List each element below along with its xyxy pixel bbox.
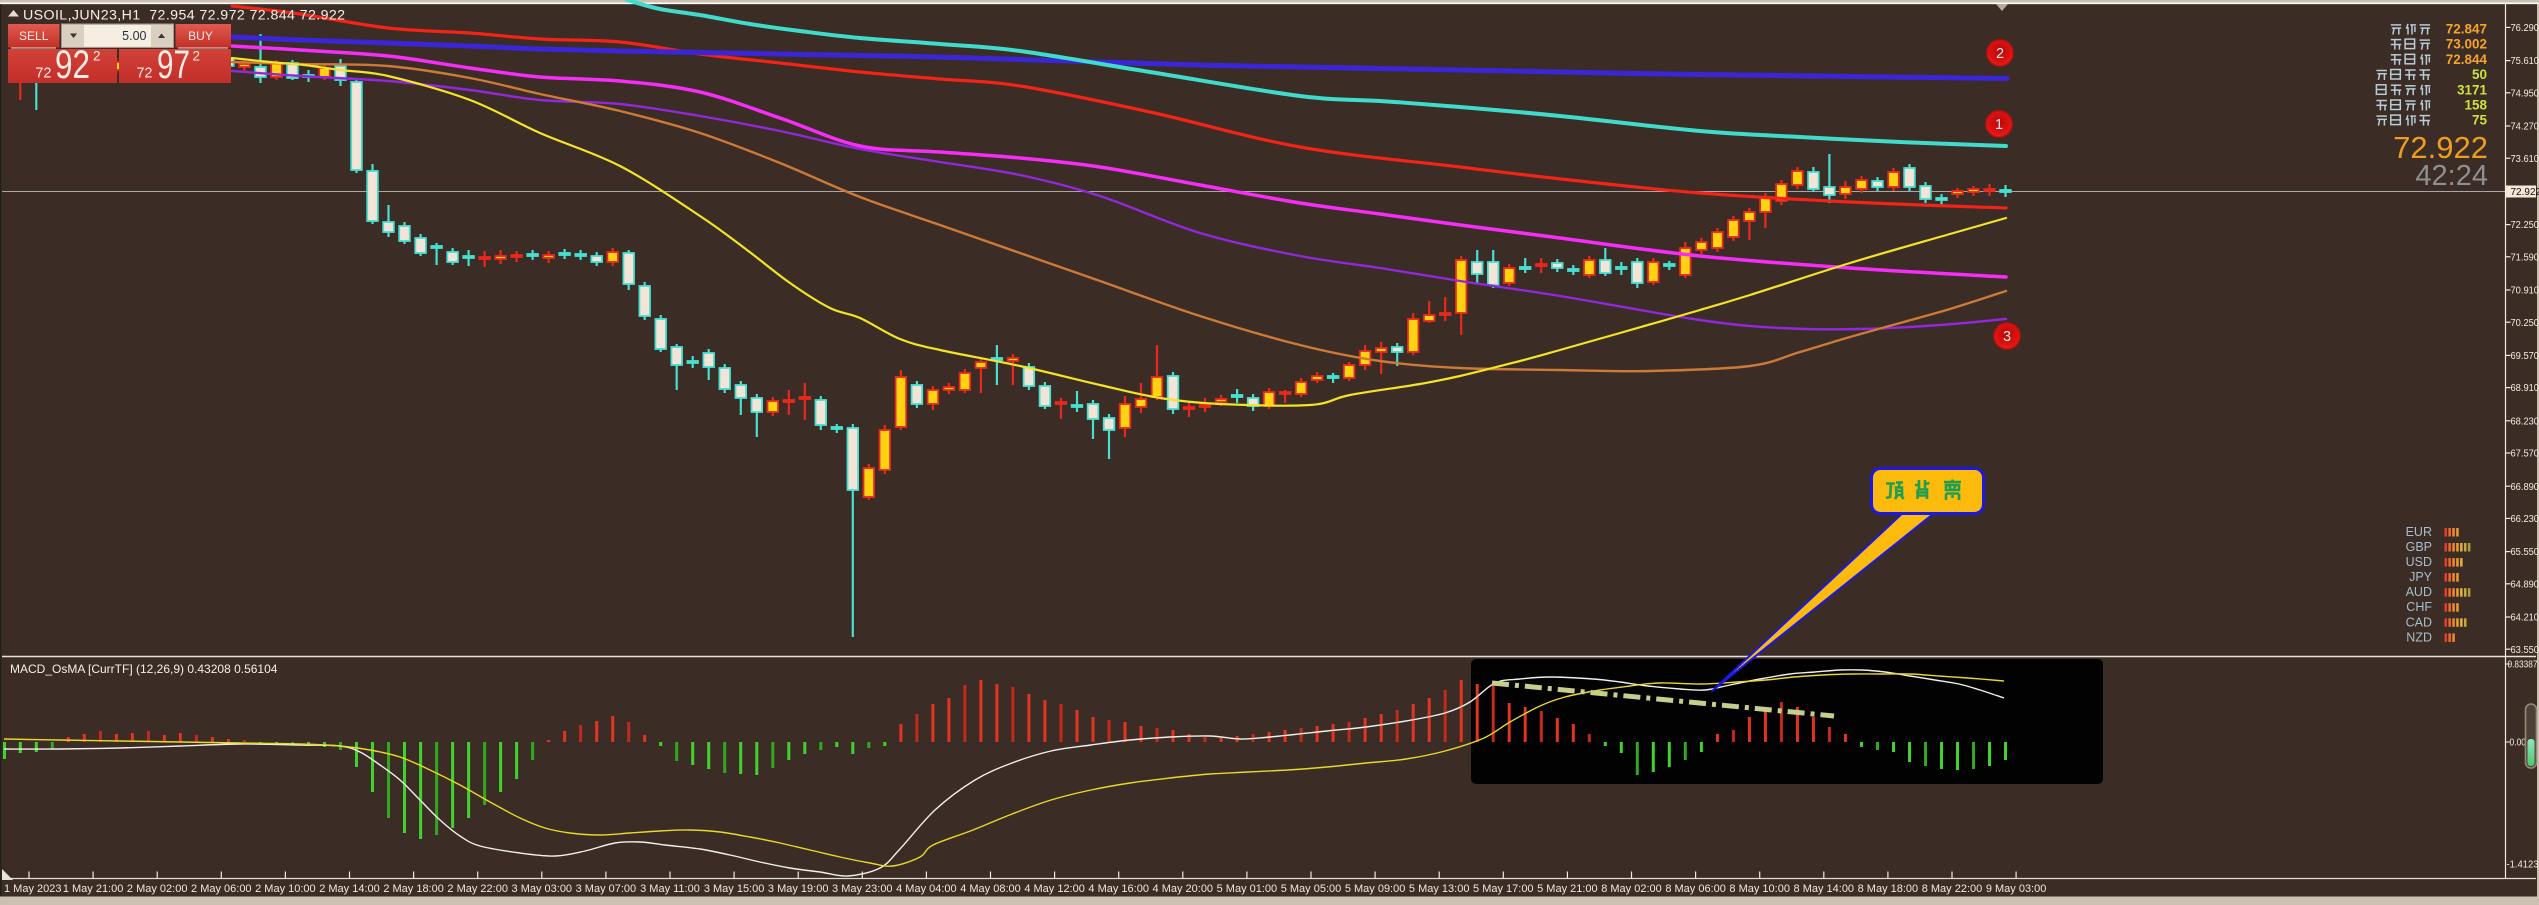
svg-text:2: 2 [193,49,201,64]
svg-text:2: 2 [93,49,101,64]
svg-text:3 May 07:00: 3 May 07:00 [576,883,637,895]
svg-text:67.570: 67.570 [2511,449,2539,460]
svg-text:8 May 10:00: 8 May 10:00 [1729,883,1790,895]
svg-text:USOIL,JUN23,H1 72.954 72.972: USOIL,JUN23,H1 72.954 72.972 72.844 72.9… [23,8,345,24]
svg-text:5 May 13:00: 5 May 13:00 [1409,883,1470,895]
svg-text:4 May 08:00: 4 May 08:00 [960,883,1021,895]
svg-text:3 May 03:00: 3 May 03:00 [512,883,573,895]
svg-text:8 May 22:00: 8 May 22:00 [1922,883,1983,895]
svg-text:73.610: 73.610 [2511,154,2539,165]
svg-text:4 May 12:00: 4 May 12:00 [1024,883,1085,895]
svg-text:2 May 18:00: 2 May 18:00 [383,883,444,895]
svg-text:3 May 19:00: 3 May 19:00 [768,883,829,895]
svg-text:-1.4123: -1.4123 [2507,860,2539,871]
svg-text:76.290: 76.290 [2511,23,2539,34]
svg-text:0.00: 0.00 [2510,738,2527,749]
svg-text:66.230: 66.230 [2511,514,2539,525]
svg-text:4 May 20:00: 4 May 20:00 [1153,883,1214,895]
svg-text:71.590: 71.590 [2511,252,2539,263]
svg-text:70.910: 70.910 [2511,286,2539,297]
svg-text:USD: USD [2406,555,2432,569]
svg-text:72.250: 72.250 [2511,220,2539,231]
svg-text:4 May 16:00: 4 May 16:00 [1088,883,1149,895]
svg-text:8 May 06:00: 8 May 06:00 [1665,883,1726,895]
svg-text:70.250: 70.250 [2511,318,2539,329]
svg-text:8 May 14:00: 8 May 14:00 [1794,883,1855,895]
svg-text:73.002: 73.002 [2446,37,2487,52]
svg-text:75: 75 [2472,113,2488,128]
svg-text:2 May 14:00: 2 May 14:00 [319,883,380,895]
svg-text:3 May 15:00: 3 May 15:00 [704,883,765,895]
svg-text:2 May 06:00: 2 May 06:00 [191,883,252,895]
svg-text:NZD: NZD [2406,630,2432,644]
svg-text:2 May 02:00: 2 May 02:00 [127,883,188,895]
svg-text:3: 3 [2003,329,2011,345]
svg-text:3 May 11:00: 3 May 11:00 [640,883,700,895]
svg-text:5 May 05:00: 5 May 05:00 [1281,883,1342,895]
svg-text:5 May 09:00: 5 May 09:00 [1345,883,1406,895]
svg-text:MACD_OsMA [CurrTF] (12,26,9) 0: MACD_OsMA [CurrTF] (12,26,9) 0.43208 0.5… [10,662,278,676]
svg-text:2 May 10:00: 2 May 10:00 [255,883,316,895]
svg-text:64.890: 64.890 [2511,579,2539,590]
svg-text:74.950: 74.950 [2511,88,2539,99]
svg-text:75.610: 75.610 [2511,56,2539,67]
svg-text:3171: 3171 [2457,82,2488,97]
svg-text:97: 97 [157,43,190,87]
svg-text:2 May 22:00: 2 May 22:00 [447,883,508,895]
svg-text:72.844: 72.844 [2446,52,2488,67]
svg-text:72.922: 72.922 [2511,187,2539,198]
svg-text:3 May 23:00: 3 May 23:00 [832,883,893,895]
svg-text:5 May 17:00: 5 May 17:00 [1473,883,1534,895]
svg-text:8 May 18:00: 8 May 18:00 [1858,883,1919,895]
svg-text:SELL: SELL [19,29,49,43]
svg-text:9 May 03:00: 9 May 03:00 [1986,883,2047,895]
svg-text:63.550: 63.550 [2511,645,2539,656]
svg-text:68.910: 68.910 [2511,383,2539,394]
svg-text:JPY: JPY [2409,570,2433,584]
svg-text:72: 72 [136,66,152,82]
svg-text:5 May 21:00: 5 May 21:00 [1537,883,1598,895]
svg-text:EUR: EUR [2406,525,2432,539]
svg-text:8 May 02:00: 8 May 02:00 [1601,883,1662,895]
svg-text:64.210: 64.210 [2511,613,2539,624]
svg-text:CHF: CHF [2406,600,2432,614]
svg-text:5 May 01:00: 5 May 01:00 [1217,883,1278,895]
svg-text:72: 72 [35,66,51,82]
svg-text:4 May 04:00: 4 May 04:00 [896,883,957,895]
svg-text:1 May 2023: 1 May 2023 [4,883,61,895]
svg-text:69.570: 69.570 [2511,351,2539,362]
svg-text:BUY: BUY [188,29,213,43]
svg-text:CAD: CAD [2406,615,2432,629]
svg-text:42:24: 42:24 [2415,160,2488,192]
svg-text:68.230: 68.230 [2511,416,2539,427]
svg-text:50: 50 [2472,67,2487,82]
svg-text:1 May 21:00: 1 May 21:00 [63,883,124,895]
svg-text:AUD: AUD [2406,585,2432,599]
svg-text:2: 2 [1996,46,2004,62]
svg-text:158: 158 [2464,98,2487,113]
svg-text:72.847: 72.847 [2446,22,2487,37]
svg-text:65.550: 65.550 [2511,547,2539,558]
svg-text:5.00: 5.00 [122,29,146,43]
svg-text:92: 92 [55,43,90,87]
svg-text:GBP: GBP [2406,540,2432,554]
svg-text:74.270: 74.270 [2511,122,2539,133]
svg-text:0.83387: 0.83387 [2508,660,2538,671]
svg-text:66.890: 66.890 [2511,482,2539,493]
svg-text:1: 1 [1995,117,2003,133]
